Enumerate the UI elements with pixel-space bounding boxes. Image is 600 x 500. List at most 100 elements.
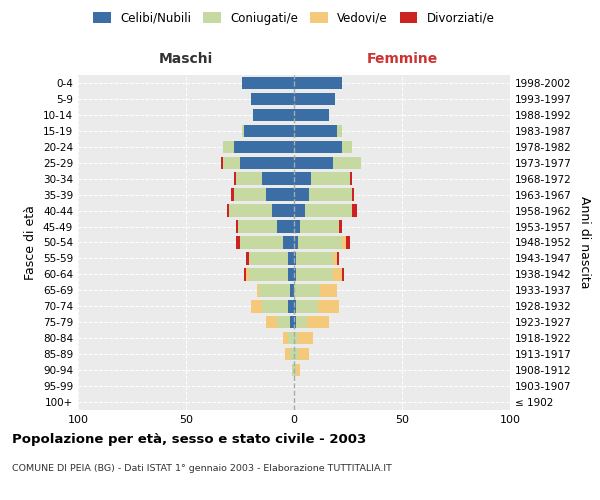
Bar	[294, 348, 298, 360]
Bar	[340, 220, 341, 233]
Bar	[236, 172, 262, 185]
Bar	[229, 204, 272, 217]
Bar	[337, 124, 341, 137]
Bar	[290, 316, 294, 328]
Text: Femmine: Femmine	[367, 52, 437, 66]
Bar	[266, 316, 277, 328]
Bar	[242, 124, 244, 137]
Bar	[294, 364, 296, 376]
Bar	[333, 252, 337, 264]
Bar	[287, 268, 294, 280]
Bar	[294, 124, 337, 137]
Bar	[296, 268, 333, 280]
Bar	[253, 108, 294, 121]
Bar	[296, 316, 307, 328]
Bar	[251, 92, 294, 105]
Bar	[294, 172, 311, 185]
Bar	[287, 300, 294, 312]
Bar	[350, 172, 352, 185]
Bar	[294, 77, 341, 89]
Bar	[221, 156, 223, 169]
Bar	[233, 188, 266, 201]
Bar	[286, 348, 290, 360]
Bar	[272, 204, 294, 217]
Bar	[309, 188, 352, 201]
Bar	[294, 252, 296, 264]
Bar	[259, 284, 290, 296]
Bar	[298, 236, 341, 248]
Bar	[341, 236, 346, 248]
Bar	[240, 156, 294, 169]
Bar	[248, 268, 287, 280]
Bar	[294, 316, 296, 328]
Bar	[251, 300, 262, 312]
Bar	[294, 92, 335, 105]
Bar	[352, 188, 355, 201]
Bar	[242, 77, 294, 89]
Bar	[257, 284, 259, 296]
Bar	[227, 204, 229, 217]
Text: COMUNE DI PEIA (BG) - Dati ISTAT 1° gennaio 2003 - Elaborazione TUTTITALIA.IT: COMUNE DI PEIA (BG) - Dati ISTAT 1° genn…	[12, 464, 392, 473]
Bar	[296, 300, 318, 312]
Bar	[290, 284, 294, 296]
Bar	[298, 348, 309, 360]
Bar	[262, 300, 287, 312]
Bar	[283, 332, 287, 344]
Bar	[294, 268, 296, 280]
Bar	[294, 188, 309, 201]
Bar	[244, 124, 294, 137]
Bar	[346, 236, 350, 248]
Bar	[294, 156, 333, 169]
Bar	[262, 172, 294, 185]
Bar	[294, 204, 305, 217]
Bar	[236, 220, 238, 233]
Bar	[233, 172, 236, 185]
Bar	[266, 188, 294, 201]
Bar	[292, 364, 294, 376]
Bar	[223, 156, 240, 169]
Bar	[236, 236, 240, 248]
Bar	[238, 220, 277, 233]
Bar	[247, 268, 248, 280]
Bar	[352, 204, 356, 217]
Bar	[341, 140, 352, 153]
Bar	[294, 220, 301, 233]
Y-axis label: Anni di nascita: Anni di nascita	[578, 196, 591, 289]
Bar	[301, 220, 340, 233]
Bar	[287, 252, 294, 264]
Bar	[318, 300, 340, 312]
Bar	[294, 284, 320, 296]
Bar	[337, 252, 340, 264]
Bar	[294, 140, 341, 153]
Bar	[298, 332, 313, 344]
Bar	[311, 172, 350, 185]
Bar	[277, 316, 290, 328]
Bar	[290, 348, 294, 360]
Bar	[294, 300, 296, 312]
Bar	[247, 252, 248, 264]
Bar	[296, 252, 333, 264]
Bar	[296, 364, 301, 376]
Legend: Celibi/Nubili, Coniugati/e, Vedovi/e, Divorziati/e: Celibi/Nubili, Coniugati/e, Vedovi/e, Di…	[89, 7, 499, 30]
Bar	[233, 140, 294, 153]
Bar	[320, 284, 337, 296]
Bar	[223, 140, 233, 153]
Bar	[283, 236, 294, 248]
Bar	[333, 156, 361, 169]
Bar	[277, 220, 294, 233]
Bar	[232, 188, 233, 201]
Y-axis label: Fasce di età: Fasce di età	[25, 205, 37, 280]
Bar	[294, 236, 298, 248]
Bar	[294, 108, 329, 121]
Bar	[333, 268, 341, 280]
Bar	[287, 332, 294, 344]
Bar	[240, 236, 283, 248]
Text: Maschi: Maschi	[159, 52, 213, 66]
Bar	[307, 316, 329, 328]
Bar	[244, 268, 247, 280]
Bar	[294, 332, 298, 344]
Text: Popolazione per età, sesso e stato civile - 2003: Popolazione per età, sesso e stato civil…	[12, 432, 366, 446]
Bar	[305, 204, 352, 217]
Bar	[341, 268, 344, 280]
Bar	[248, 252, 287, 264]
